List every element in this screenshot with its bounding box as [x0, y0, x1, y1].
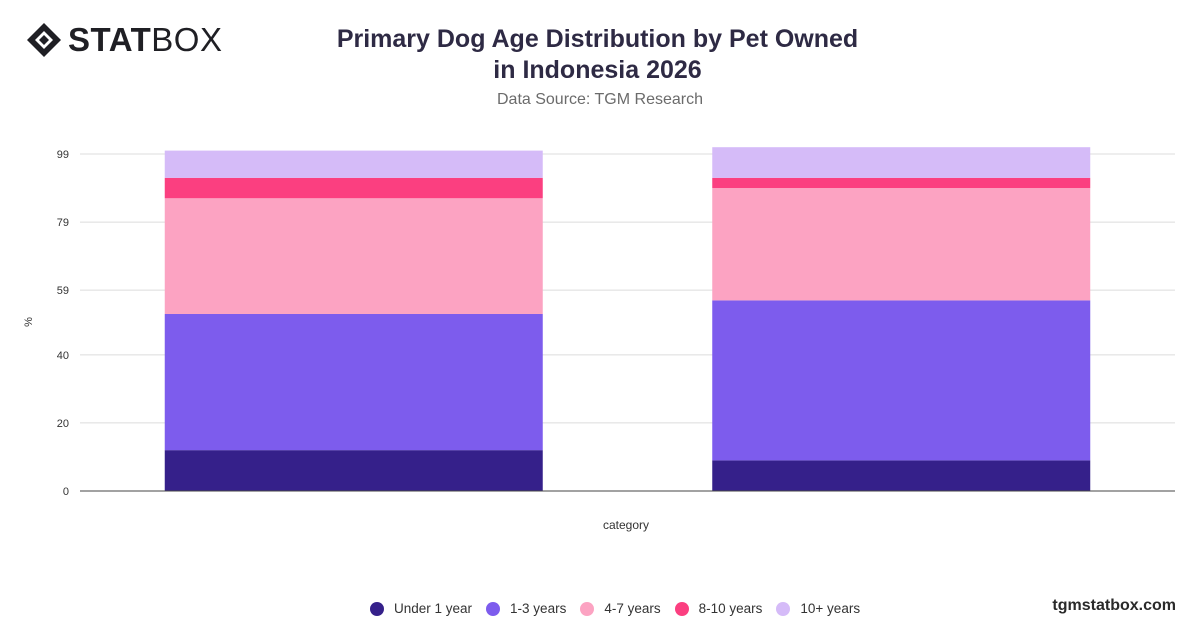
legend-label: Under 1 year [394, 601, 473, 616]
bar-segment [164, 198, 543, 314]
y-tick-label: 99 [57, 149, 69, 161]
legend-item[interactable]: 1-3 years [486, 601, 566, 616]
y-axis-label: % [23, 317, 35, 327]
legend-item[interactable]: Under 1 year [370, 601, 472, 616]
logo-text-bold: STAT [68, 21, 152, 58]
site-url[interactable]: tgmstatbox.com [1052, 597, 1176, 614]
legend-swatch [370, 601, 384, 616]
legend-item[interactable]: 8-10 years [674, 601, 763, 616]
bar-segment [712, 300, 1091, 461]
legend-swatch [776, 601, 791, 616]
bars [164, 147, 1091, 491]
legend-label: 4-7 years [604, 601, 661, 616]
y-tick-label: 79 [57, 217, 69, 229]
legend-item[interactable]: 4-7 years [580, 601, 661, 616]
logo-text: STATBOX [68, 22, 222, 58]
axes: 0 20 40 59 79 99 category% [23, 149, 1175, 532]
chart-legend: Under 1 year 1-3 years 4-7 years 8-10 years… [370, 601, 874, 616]
bar-segment [164, 450, 543, 491]
diamond-logo-icon [27, 23, 61, 57]
bar-segment [164, 150, 543, 178]
chart-subtitle: Data Source: TGM Research [496, 91, 703, 108]
legend-label: 10+ years [800, 601, 861, 616]
legend-swatch [674, 601, 689, 616]
legend-label: 8-10 years [698, 601, 763, 616]
bar-segment [164, 177, 543, 199]
y-tick-label: 40 [57, 350, 69, 362]
bar-segment [712, 460, 1091, 491]
statbox-logo[interactable]: STATBOX [26, 22, 222, 58]
logo-text-light: BOX [151, 21, 223, 58]
legend-item[interactable]: 10+ years [776, 601, 860, 616]
legend-label: 1-3 years [510, 601, 567, 616]
x-axis-label: category [603, 518, 649, 532]
bar-segment [712, 188, 1091, 301]
legend-swatch [486, 601, 501, 616]
bar-segment [164, 313, 543, 451]
chart-title: Primary Dog Age Distribution by Pet Owne… [336, 25, 859, 84]
y-tick-label: 59 [57, 285, 69, 297]
y-tick-label: 20 [57, 418, 69, 430]
bar-segment [712, 147, 1091, 178]
bar-segment [712, 177, 1091, 189]
y-tick-label: 0 [63, 486, 69, 498]
legend-swatch [580, 601, 595, 616]
